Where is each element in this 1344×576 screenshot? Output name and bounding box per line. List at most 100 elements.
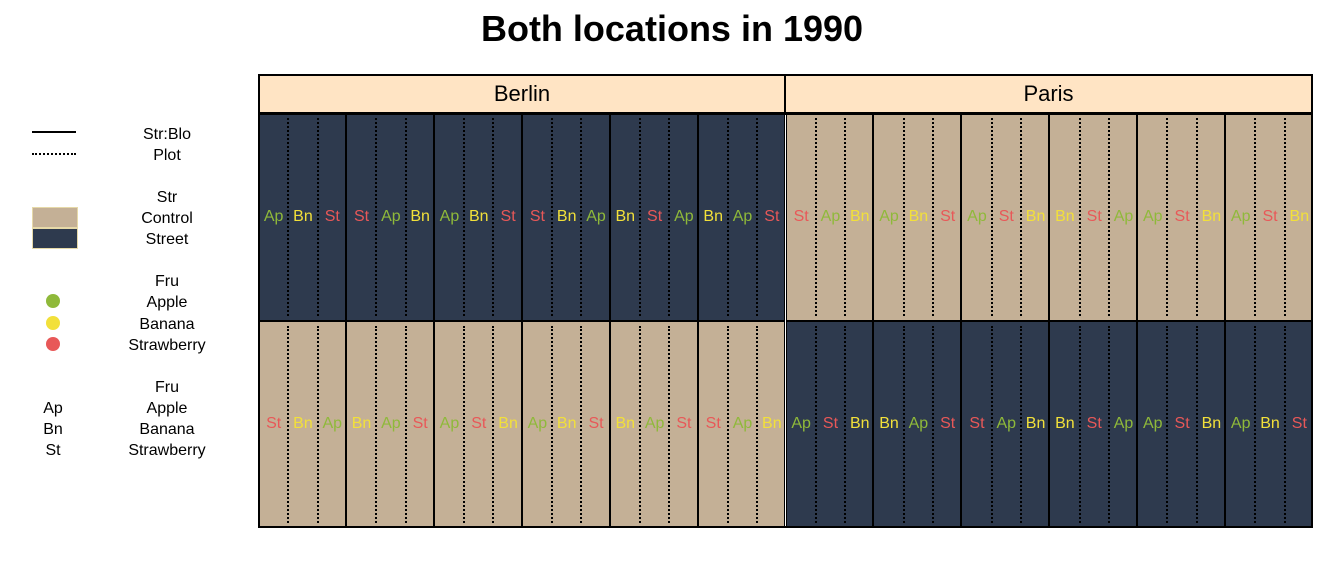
subplot-divider (756, 118, 759, 316)
plot-cell: Bn St Ap (1049, 113, 1138, 321)
fruit-label: St (1174, 415, 1190, 433)
legend-abbr-banana: Banana (139, 421, 195, 438)
fruit-label: Ap (674, 207, 694, 225)
subplot-divider (463, 325, 466, 523)
chart-title: Both locations in 1990 (480, 8, 864, 49)
subplot-divider (844, 325, 847, 523)
fruit-label: Ap (879, 207, 899, 225)
fruit-label: St (529, 207, 545, 225)
fruit-label: Bn (849, 415, 870, 433)
plot-cell: Ap St Bn (433, 320, 522, 528)
subplot-divider (551, 325, 554, 523)
subplot-divider (1166, 325, 1169, 523)
subplot-divider (492, 118, 495, 316)
subplot-divider (668, 325, 671, 523)
subplot-divider (1254, 325, 1257, 523)
subplot-divider (1107, 325, 1110, 523)
fruit-label: Bn (762, 415, 782, 433)
fruit-label: Bn (1055, 207, 1075, 225)
fruit-label: St (500, 207, 516, 225)
fruit-label: Ap (1143, 207, 1163, 225)
plot-cell: Bn Ap St (873, 320, 962, 528)
plot-cell: St Bn Ap (258, 320, 346, 528)
legend-abbr-bn: Bn (43, 421, 63, 438)
plot-cell: Ap Bn St (1225, 320, 1313, 528)
apple-dot-icon (46, 294, 60, 308)
fruit-label: Bn (1025, 415, 1046, 433)
legend-abbr-strawberry: Strawberry (128, 442, 206, 459)
subplot-divider (551, 118, 554, 316)
facet-strip-berlin: Berlin (258, 74, 786, 114)
fruit-label: Ap (1230, 207, 1251, 225)
fruit-label: Ap (527, 415, 548, 433)
subplot-divider (1166, 118, 1169, 316)
fruit-label: Ap (263, 207, 284, 225)
fruit-label: St (793, 207, 809, 225)
subplot-divider (1254, 118, 1257, 316)
fruit-label: Ap (1113, 415, 1134, 433)
fruit-label: Ap (644, 415, 665, 433)
legend-banana-label: Banana (139, 316, 195, 333)
legend: Str:Blo Plot Str Control Street Fru Appl… (0, 0, 240, 576)
legend-fruit-color-title: Fru (155, 273, 179, 290)
legend-abbr-apple: Apple (146, 400, 188, 417)
plot-cell: Bn Ap St (609, 320, 698, 528)
fruit-label: St (1086, 415, 1102, 433)
legend-fruit-abbr-title: Fru (155, 379, 179, 396)
fruit-label: Ap (996, 415, 1017, 433)
banana-dot-icon (46, 316, 60, 330)
fruit-label: Bn (556, 207, 577, 225)
fruit-label: St (647, 207, 663, 225)
subplot-divider (814, 118, 817, 316)
subplot-divider (1283, 118, 1286, 316)
plot-cell: Ap St Bn (1137, 320, 1226, 528)
fruit-label: Bn (615, 415, 636, 433)
plot-cell: Bn St Ap (609, 113, 698, 321)
legend-abbr-st: St (45, 442, 61, 459)
plot-cell: St Ap Bn (961, 320, 1050, 528)
legend-block-title: Str:Blo (142, 126, 191, 143)
subplot-divider (902, 118, 905, 316)
fruit-label: Bn (498, 415, 518, 433)
subplot-divider (902, 325, 905, 523)
subplot-divider (1078, 118, 1081, 316)
subplot-divider (638, 118, 641, 316)
subplot-divider (1078, 325, 1081, 523)
plot-cell: St Ap Bn (345, 113, 434, 321)
dotted-line-key (32, 153, 76, 155)
subplot-divider (580, 325, 583, 523)
fruit-label: Bn (1201, 415, 1222, 433)
plot-cell: Bn Ap St (697, 113, 786, 321)
subplot-divider (990, 118, 993, 316)
fruit-label: Ap (439, 207, 460, 225)
strawberry-dot-icon (46, 337, 60, 351)
legend-street-title: Str (156, 189, 178, 206)
subplot-divider (375, 118, 378, 316)
fruit-label: St (1086, 207, 1102, 225)
subplot-divider (1019, 325, 1022, 523)
fruit-label: St (353, 207, 370, 225)
subplot-divider (844, 118, 847, 316)
subplot-divider (404, 325, 407, 523)
plot-cell: Ap Bn St (433, 113, 522, 321)
fruit-label: Ap (1113, 207, 1134, 225)
fruit-label: St (940, 415, 956, 433)
fruit-label: Bn (293, 207, 313, 225)
fruit-label: Bn (1201, 207, 1222, 225)
plot-cell: Ap St Bn (785, 320, 874, 528)
fruit-label: Ap (1143, 415, 1163, 433)
subplot-divider (1283, 325, 1286, 523)
subplot-divider (287, 118, 290, 316)
fruit-label: Bn (879, 415, 899, 433)
subplot-divider (404, 118, 407, 316)
plot-cell: Bn Ap St (345, 320, 434, 528)
plot-cell: Ap Bn St (873, 113, 962, 321)
subplot-divider (1195, 325, 1198, 523)
fruit-label: Ap (439, 415, 460, 433)
fruit-label: St (1262, 207, 1278, 225)
fruit-label: Bn (468, 207, 489, 225)
plot-cell: Ap St Bn (1137, 113, 1226, 321)
subplot-divider (726, 118, 729, 316)
fruit-label: Ap (381, 207, 401, 225)
subplot-divider (1195, 118, 1198, 316)
